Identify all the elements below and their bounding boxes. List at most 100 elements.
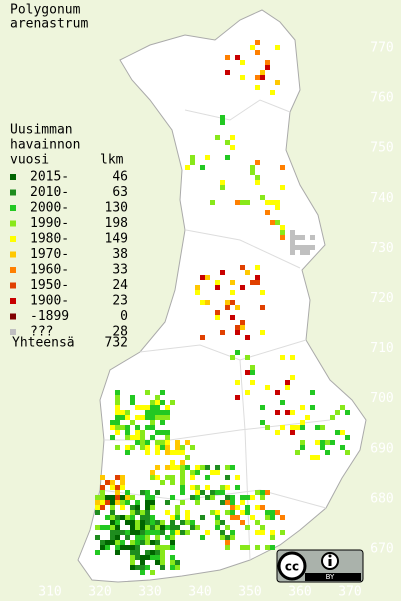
observation-square (215, 515, 220, 520)
observation-square (200, 465, 205, 470)
observation-square (145, 565, 150, 570)
y-coordinate-label: 730 (370, 241, 393, 256)
observation-square (255, 40, 260, 45)
observation-square (105, 525, 110, 530)
observation-square (250, 280, 255, 285)
observation-square (125, 515, 130, 520)
observation-square (170, 475, 175, 480)
observation-square (240, 285, 245, 290)
observation-square (140, 435, 145, 440)
observation-square (240, 60, 245, 65)
observation-square (290, 425, 295, 430)
legend-count: 38 (112, 247, 128, 262)
observation-square (135, 425, 140, 430)
observation-square (245, 370, 250, 375)
observation-square (155, 530, 160, 535)
legend-label: 1950- (30, 278, 69, 293)
observation-square (160, 565, 165, 570)
legend-heading: Uusimman (10, 123, 73, 138)
observation-square (250, 370, 255, 375)
observation-square (150, 425, 155, 430)
observation-square (120, 485, 125, 490)
observation-square (130, 515, 135, 520)
observation-square (175, 505, 180, 510)
observation-square (110, 530, 115, 535)
observation-square (150, 525, 155, 530)
observation-square (170, 540, 175, 545)
observation-square (140, 540, 145, 545)
observation-square (140, 440, 145, 445)
observation-square (250, 495, 255, 500)
observation-square (205, 465, 210, 470)
observation-square (145, 450, 150, 455)
observation-square (245, 270, 250, 275)
observation-square (100, 545, 105, 550)
observation-square (245, 505, 250, 510)
observation-square (170, 525, 175, 530)
observation-square (115, 540, 120, 545)
observation-square (345, 410, 350, 415)
observation-square (125, 500, 130, 505)
observation-square (150, 410, 155, 415)
observation-square (275, 510, 280, 515)
observation-square (115, 425, 120, 430)
observation-square (255, 180, 260, 185)
observation-square (150, 400, 155, 405)
legend-heading: vuosi (10, 153, 49, 168)
observation-square (240, 520, 245, 525)
observation-square (140, 405, 145, 410)
observation-square (275, 80, 280, 85)
observation-square (260, 290, 265, 295)
legend-swatch (10, 174, 16, 180)
by-text: BY (326, 573, 335, 581)
observation-square (300, 440, 305, 445)
y-coordinate-label: 670 (370, 542, 393, 557)
observation-square (255, 545, 260, 550)
observation-square (230, 315, 235, 320)
observation-square (270, 510, 275, 515)
observation-square (175, 450, 180, 455)
observation-square (95, 505, 100, 510)
observation-square (190, 160, 195, 165)
observation-square (245, 545, 250, 550)
observation-square (290, 375, 295, 380)
observation-square (280, 185, 285, 190)
observation-square (130, 560, 135, 565)
observation-square (205, 485, 210, 490)
observation-square (225, 55, 230, 60)
observation-square (265, 210, 270, 215)
observation-square (330, 415, 335, 420)
observation-square (255, 490, 260, 495)
observation-square (150, 550, 155, 555)
observation-square (245, 525, 250, 530)
observation-square (120, 415, 125, 420)
observation-square (165, 510, 170, 515)
observation-square (310, 405, 315, 410)
observation-square (110, 540, 115, 545)
observation-square (115, 535, 120, 540)
observation-square (210, 470, 215, 475)
legend-swatch (10, 220, 16, 227)
observation-square (175, 560, 180, 565)
observation-square (110, 510, 115, 515)
observation-square (280, 225, 285, 230)
legend-count: 24 (112, 278, 128, 293)
observation-square (150, 555, 155, 560)
observation-square (260, 75, 265, 80)
observation-square (145, 520, 150, 525)
observation-square (185, 465, 190, 470)
observation-square (165, 415, 170, 420)
observation-square (140, 490, 145, 495)
legend-heading: lkm (100, 153, 124, 168)
observation-square (140, 415, 145, 420)
observation-square (125, 430, 130, 435)
observation-square (205, 275, 210, 280)
observation-square (165, 535, 170, 540)
observation-square (145, 555, 150, 560)
observation-square (215, 470, 220, 475)
observation-square (115, 495, 120, 500)
observation-square (245, 335, 250, 340)
observation-square (180, 485, 185, 490)
observation-square (115, 515, 120, 520)
observation-square (230, 280, 235, 285)
